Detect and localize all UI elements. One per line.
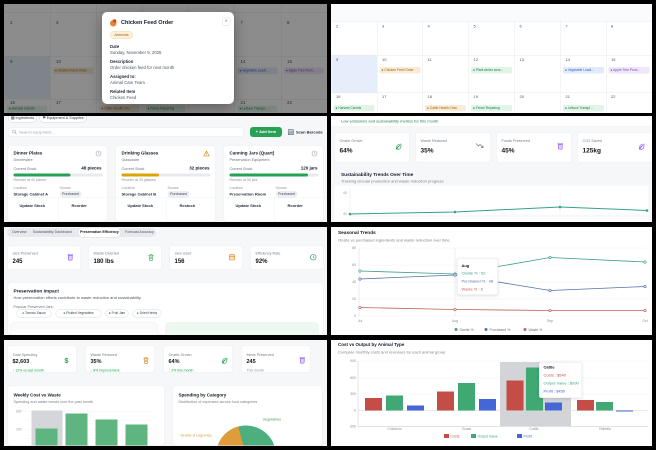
svg-text:600: 600 [16, 410, 22, 414]
svg-text:Output Value: Output Value [478, 435, 498, 439]
svg-text:Sep: Sep [547, 319, 553, 323]
svg-text:60: 60 [343, 212, 347, 216]
svg-text:0: 0 [354, 409, 356, 413]
svg-text:600: 600 [350, 376, 356, 380]
svg-text:Cattle: Cattle [529, 427, 538, 431]
svg-text:Chickens: Chickens [387, 427, 402, 431]
svg-text:80: 80 [352, 246, 356, 250]
svg-text:Rabbits: Rabbits [599, 427, 611, 431]
svg-text:200: 200 [16, 428, 22, 432]
svg-text:20: 20 [352, 297, 356, 301]
svg-text:Grains & Legumes: Grains & Legumes [181, 434, 212, 438]
svg-text:Vegetables: Vegetables [263, 418, 282, 422]
svg-text:Profit: Profit [524, 435, 532, 439]
svg-text:65: 65 [343, 191, 347, 195]
svg-text:Purchased %: Purchased % [490, 328, 511, 332]
svg-text:900: 900 [350, 359, 356, 363]
svg-text:Goats: Goats [462, 427, 472, 431]
svg-text:-300: -300 [349, 425, 356, 429]
svg-text:Costs: Costs [451, 435, 460, 439]
svg-text:0: 0 [354, 314, 356, 318]
svg-text:Oct: Oct [642, 319, 647, 323]
svg-text:Waste %: Waste % [529, 328, 543, 332]
svg-text:Aug: Aug [452, 319, 458, 323]
svg-text:40: 40 [352, 280, 356, 284]
svg-text:300: 300 [350, 392, 356, 396]
svg-text:Jul: Jul [358, 319, 363, 323]
svg-text:Onsite %: Onsite % [460, 328, 474, 332]
svg-text:60: 60 [352, 263, 356, 267]
